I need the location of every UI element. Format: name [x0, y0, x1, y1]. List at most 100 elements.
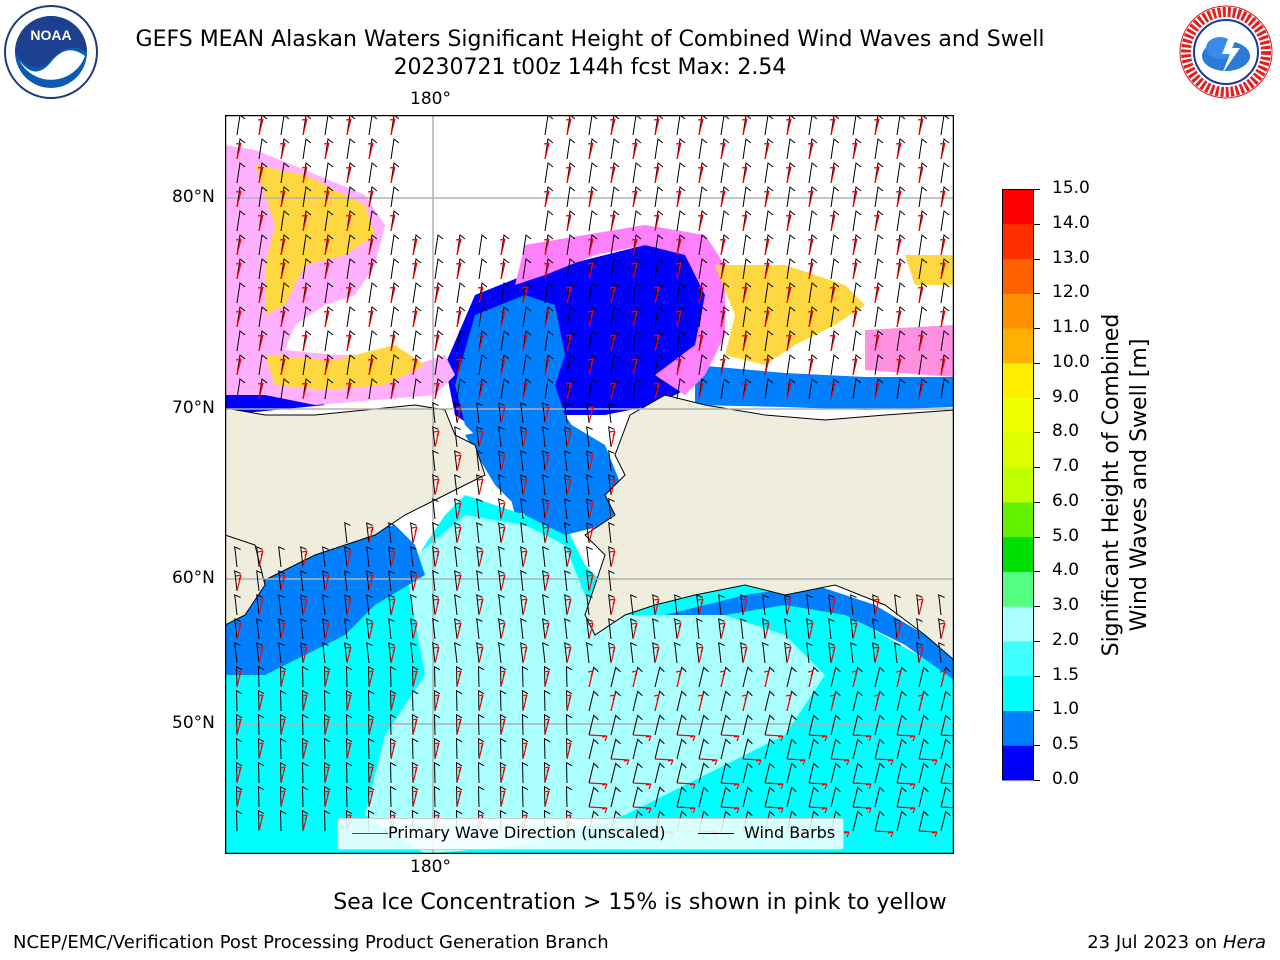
wave-direction-arrow [235, 622, 242, 640]
wind-barb [432, 474, 439, 496]
wind-barb [852, 378, 862, 400]
wind-barb [940, 258, 950, 280]
wave-direction-arrow [323, 718, 330, 736]
colorbar-tick-label: 6.0 [1052, 490, 1080, 511]
wind-barb [344, 618, 351, 640]
wave-direction-arrow [499, 454, 506, 472]
wind-barb [412, 354, 422, 376]
wind-barb [390, 306, 400, 328]
wind-barb [366, 642, 373, 664]
wave-direction-arrow [235, 718, 242, 736]
wind-barb [434, 258, 444, 280]
wind-barb [410, 618, 417, 640]
wind-barb [940, 138, 950, 160]
wave-direction-arrow [807, 622, 814, 640]
wave-direction-arrow [477, 382, 484, 400]
wind-barb [896, 186, 906, 208]
wave-direction-arrow [653, 382, 660, 400]
wind-barb [478, 234, 488, 256]
wind-barb [345, 689, 353, 712]
wind-barb [258, 306, 268, 328]
wave-direction-arrow [874, 830, 894, 838]
wind-barb [828, 642, 835, 664]
wind-barb [543, 785, 551, 808]
wind-barb [852, 115, 862, 136]
wind-barb [742, 354, 752, 376]
wave-direction-arrow [741, 646, 748, 664]
wave-direction-arrow [653, 118, 660, 136]
wind-barb [808, 354, 818, 376]
wave-direction-arrow [433, 598, 440, 616]
wind-barb [258, 258, 268, 280]
wave-direction-arrow [785, 118, 792, 136]
wave-direction-arrow [609, 646, 616, 664]
wind-barb [632, 738, 643, 760]
wind-barb [652, 618, 659, 640]
wind-barb [390, 258, 400, 280]
wind-barb [610, 138, 620, 160]
colorbar-bin [1002, 640, 1034, 677]
wave-direction-arrow [411, 790, 418, 808]
wind-barb [544, 210, 554, 232]
wind-barb [610, 762, 621, 784]
colorbar-tick-mark [1034, 640, 1040, 642]
wave-direction-arrow [565, 742, 572, 760]
wind-barb [632, 690, 643, 712]
lon-label-top: 180° [410, 89, 451, 109]
wind-barb [588, 738, 599, 760]
wind-barb [940, 186, 950, 208]
wind-barb [874, 282, 884, 304]
wave-direction-arrow [521, 598, 528, 616]
wave-direction-arrow [807, 142, 814, 160]
wind-barb [279, 737, 287, 760]
wind-barb [676, 186, 686, 208]
wind-barb [520, 522, 527, 544]
colorbar-bin [1002, 536, 1034, 572]
wave-direction-arrow [499, 358, 506, 376]
wave-direction-arrow [543, 262, 550, 280]
wind-barb [808, 282, 818, 304]
wave-direction-arrow [477, 646, 484, 664]
wave-direction-arrow [675, 670, 682, 688]
wind-barb [456, 306, 466, 328]
wind-barb [544, 186, 554, 208]
wind-barb [676, 330, 686, 352]
wind-barb [720, 738, 731, 760]
colorbar-tick-label: 13.0 [1052, 247, 1090, 268]
title-line-1: GEFS MEAN Alaskan Waters Significant Hei… [135, 27, 1045, 52]
wave-direction-arrow [587, 262, 594, 280]
wave-direction-arrow [697, 286, 704, 304]
wave-direction-arrow [873, 286, 880, 304]
wind-barb [235, 713, 243, 736]
wave-direction-arrow [719, 238, 726, 256]
wind-barb [500, 306, 510, 328]
wind-barb [698, 666, 709, 688]
wind-barb [808, 738, 819, 760]
wind-barb [456, 378, 466, 400]
wind-barb [608, 498, 615, 520]
wind-barb [454, 450, 461, 472]
wave-direction-arrow [873, 598, 880, 616]
wind-barb [500, 330, 510, 352]
wind-barb [588, 282, 598, 304]
wind-barb [764, 690, 775, 712]
colorbar-tick-mark [1034, 362, 1040, 364]
wind-barb [566, 210, 576, 232]
wind-barb [918, 810, 929, 832]
wave-direction-arrow [609, 430, 616, 448]
wave-direction-arrow [587, 526, 594, 544]
wind-barb [674, 618, 681, 640]
wind-barb [257, 761, 265, 784]
wave-direction-arrow [279, 310, 286, 328]
wind-barb [720, 282, 730, 304]
wind-barb [852, 282, 862, 304]
wave-direction-arrow [257, 550, 264, 568]
wind-barb [454, 474, 461, 496]
wind-barb [654, 115, 664, 136]
wind-barb [256, 642, 263, 664]
wind-barb [324, 282, 334, 304]
wave-direction-arrow [301, 646, 308, 664]
wind-barb [324, 210, 334, 232]
wind-barb [742, 786, 753, 808]
wave-direction-arrow [587, 142, 594, 160]
